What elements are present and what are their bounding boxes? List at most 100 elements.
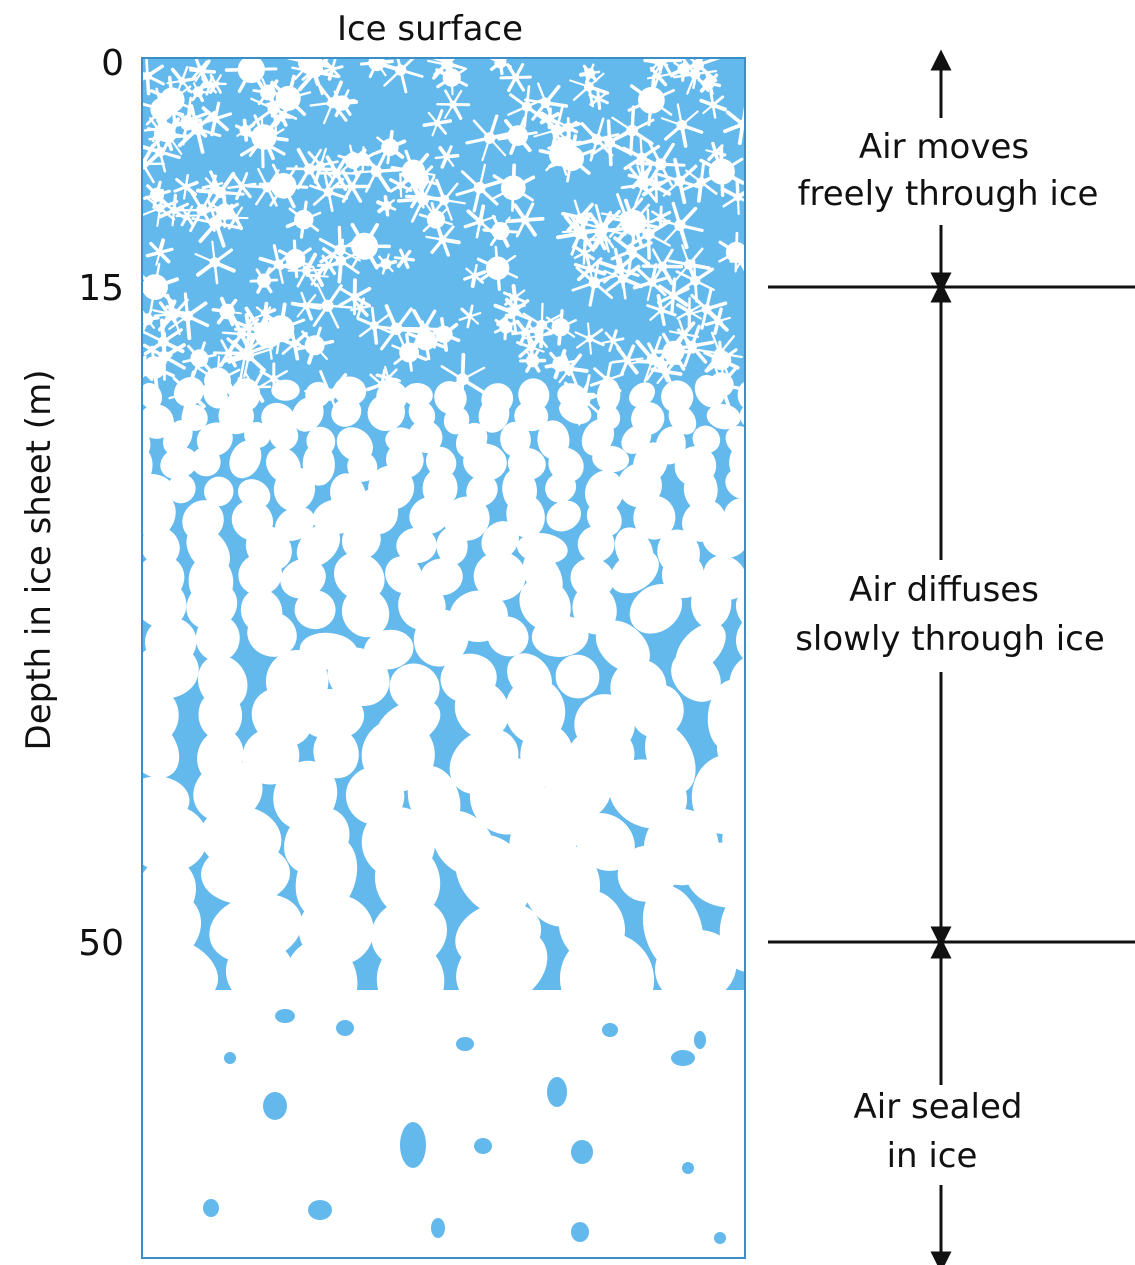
ice-grain <box>341 587 390 638</box>
ice-grain-layer <box>142 374 745 1038</box>
ice-grain <box>559 399 592 425</box>
snowflake <box>703 340 740 380</box>
ice-grain <box>284 939 358 1024</box>
snowflake <box>507 85 547 128</box>
ice-grain <box>269 420 299 451</box>
ice-grain <box>545 472 577 503</box>
snowflake <box>482 214 519 248</box>
ice-grain <box>409 496 450 535</box>
snowflake <box>574 322 605 355</box>
column-border <box>141 57 746 1259</box>
snowflake <box>221 329 269 378</box>
air-bubble <box>224 1052 236 1064</box>
snowflake <box>646 294 677 327</box>
snowflake <box>374 253 398 275</box>
ice-grain <box>163 420 193 455</box>
ice-grain <box>302 442 335 486</box>
ice-grain <box>683 468 718 511</box>
air-bubble <box>547 1077 567 1107</box>
snowflake <box>370 304 423 353</box>
snowflake <box>285 200 322 239</box>
snowflake <box>318 225 361 274</box>
snowflake <box>650 356 683 387</box>
snowflake <box>235 313 262 341</box>
ice-grain <box>167 474 196 504</box>
ice-grain <box>546 500 582 532</box>
snowflake <box>635 142 686 187</box>
ice-grain <box>313 727 359 779</box>
ice-grain <box>559 932 655 1026</box>
air-bubble <box>275 1009 295 1023</box>
snowflake <box>143 180 171 209</box>
ice-grain <box>575 813 635 871</box>
air-bubble <box>714 1232 726 1244</box>
ice-grain <box>198 690 243 741</box>
snowflake <box>675 258 715 303</box>
ice-grain <box>341 520 381 560</box>
snowflake <box>388 172 413 198</box>
snowflake <box>601 329 625 352</box>
snowflake <box>465 114 515 162</box>
air-bubble <box>571 1222 589 1242</box>
snowflake <box>523 321 553 351</box>
snowflake <box>321 58 344 81</box>
ice-grain <box>247 611 297 657</box>
ice-grain <box>706 404 741 430</box>
snowflake <box>404 185 432 209</box>
snowflake <box>579 63 601 84</box>
air-bubble <box>456 1037 474 1051</box>
snowflake <box>290 291 322 321</box>
snowflake <box>352 149 401 193</box>
snowflake <box>239 116 286 169</box>
snowflake <box>406 320 445 361</box>
ice-grain <box>242 728 300 785</box>
snowflake <box>669 324 715 368</box>
ice-grain <box>456 926 548 1008</box>
ice-grain <box>142 404 174 439</box>
snowflake <box>646 64 670 88</box>
ice-grain <box>685 842 745 908</box>
snowflake <box>660 103 704 148</box>
snowflake <box>196 170 245 214</box>
snowflake <box>254 301 277 326</box>
snowflake <box>258 244 299 284</box>
y-axis-label: Depth in ice sheet (m) <box>19 370 59 751</box>
snowflake <box>316 155 356 191</box>
ice-column <box>142 58 745 1258</box>
snowflake <box>609 198 659 247</box>
snowflake <box>145 238 174 266</box>
zone-free-label-line2: freely through ice <box>798 174 1099 214</box>
ice-grain <box>238 553 283 596</box>
snowflake <box>187 82 209 103</box>
air-bubble <box>431 1218 445 1238</box>
ice-grain <box>333 376 367 406</box>
snowflake <box>376 194 397 217</box>
ice-grain <box>690 577 732 629</box>
snowflake <box>439 352 486 406</box>
zone-diffuse-label-line1: Air diffuses <box>849 570 1039 610</box>
ice-grain <box>273 466 316 512</box>
snowflake <box>434 145 460 169</box>
ice-grain <box>291 396 324 432</box>
zone-sealed-label-line1: Air sealed <box>854 1087 1023 1127</box>
ice-grain <box>142 715 180 779</box>
snowflake <box>686 288 728 330</box>
ice-grain <box>173 376 205 407</box>
air-bubble <box>308 1200 332 1220</box>
snowflake <box>556 211 603 256</box>
snowflake <box>422 109 453 137</box>
snowflake <box>502 283 527 311</box>
snowflake <box>544 309 577 346</box>
snowflake <box>505 202 545 238</box>
air-bubble <box>571 1140 593 1164</box>
snowflake <box>559 117 579 139</box>
ice-grain <box>294 590 336 630</box>
snowflake <box>425 222 461 257</box>
ice-grain <box>204 476 234 507</box>
ice-grain <box>577 525 615 563</box>
snowflake <box>142 262 179 312</box>
ice-grain <box>396 527 437 564</box>
snowflake <box>588 87 609 110</box>
snowflake <box>149 75 195 124</box>
ice-grain <box>229 440 262 479</box>
